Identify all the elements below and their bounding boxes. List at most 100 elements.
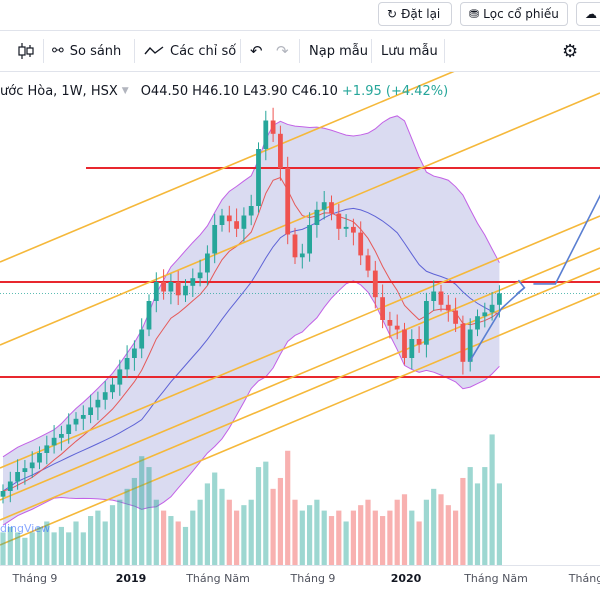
volume-bar xyxy=(182,526,189,565)
filter-icon: ⛃ xyxy=(469,7,480,21)
candle-body xyxy=(59,434,64,438)
open-value: O44.50 xyxy=(140,83,189,99)
stock-filter-button[interactable]: ⛃ Lọc cổ phiếu xyxy=(460,2,568,26)
volume-bar xyxy=(321,510,327,565)
chart-legend: ước Hòa, 1W, HSX ▼ O44.50 H46.10 L43.90 … xyxy=(0,80,452,102)
volume-bar xyxy=(350,510,356,565)
candle-body xyxy=(88,407,93,415)
x-tick-label: Tháng 9 xyxy=(12,572,58,585)
candle-body xyxy=(482,312,488,317)
candle-body xyxy=(394,325,400,330)
volume-bar xyxy=(168,516,174,565)
candle-body xyxy=(44,445,50,453)
projection-arrowhead-1 xyxy=(516,279,526,295)
candle-body xyxy=(197,272,203,279)
save-template-label: Lưu mẫu xyxy=(381,43,438,59)
chart-type-button[interactable] xyxy=(16,31,36,71)
volume-bar xyxy=(226,499,232,565)
volume-bar xyxy=(482,467,488,565)
volume-bar xyxy=(387,510,393,565)
volume-bar xyxy=(146,467,152,565)
volume-bar xyxy=(401,494,408,565)
time-axis[interactable]: Tháng 9 2019 Tháng Năm Tháng 9 2020 Tháng Năm… xyxy=(0,565,600,601)
candle-body xyxy=(351,226,356,233)
volume-bar xyxy=(285,450,291,565)
volume-bar xyxy=(314,499,320,565)
volume-bar xyxy=(416,521,422,565)
candle-body xyxy=(234,221,239,229)
redo-icon: ↷ xyxy=(276,42,289,60)
volume-bar xyxy=(212,472,218,565)
volume-bar xyxy=(66,532,72,565)
candle-body xyxy=(80,415,86,419)
candle-body xyxy=(270,120,276,134)
volume-bar xyxy=(7,526,13,565)
volume-bar xyxy=(460,477,466,565)
legend-dropdown-icon[interactable]: ▼ xyxy=(121,86,129,96)
save-template-button[interactable]: Lưu mẫu xyxy=(381,31,438,71)
volume-bar xyxy=(161,510,167,565)
candle-body xyxy=(445,304,451,311)
volume-bar xyxy=(263,461,269,565)
x-tick-label: Tháng xyxy=(568,572,600,585)
redo-button[interactable]: ↷ xyxy=(276,31,289,71)
settings-button[interactable]: ⚙ xyxy=(562,31,578,71)
candle-body xyxy=(51,437,57,446)
symbol-label[interactable]: ước Hòa, 1W, HSX xyxy=(0,83,118,99)
undo-button[interactable]: ↶ xyxy=(250,31,263,71)
candle-body xyxy=(431,291,437,301)
toolbar-divider xyxy=(444,39,445,63)
candle-body xyxy=(161,282,166,292)
candle-body xyxy=(263,120,269,149)
candle-body xyxy=(299,253,305,258)
reset-button[interactable]: ↻ Đặt lại xyxy=(378,2,452,26)
candle-body xyxy=(314,209,320,225)
volume-bar xyxy=(124,488,130,565)
candle-body xyxy=(241,215,247,229)
stock-filter-label: Lọc cổ phiếu xyxy=(483,7,559,21)
volume-bar xyxy=(95,510,101,565)
candle-body xyxy=(110,384,115,393)
candle-body xyxy=(212,225,218,254)
indicators-button[interactable]: Các chỉ số xyxy=(144,31,236,71)
undo-icon: ↶ xyxy=(250,42,263,60)
volume-bar xyxy=(299,510,305,565)
volume-bar xyxy=(358,505,364,565)
volume-bar xyxy=(409,510,415,565)
volume-bar xyxy=(431,488,437,565)
cloud-button[interactable]: ☁ xyxy=(576,2,600,26)
candle-body xyxy=(29,462,35,469)
volume-bar xyxy=(219,488,225,565)
toolbar-divider xyxy=(43,39,44,63)
volume-bar xyxy=(343,521,349,565)
volume-bar xyxy=(241,505,247,565)
projection-arrow-1 xyxy=(468,287,525,363)
candle-body xyxy=(190,278,196,286)
volume-bar xyxy=(292,499,298,565)
load-template-label: Nạp mẫu xyxy=(309,43,368,59)
low-value: L43.90 xyxy=(243,83,288,99)
bollinger-upper-line xyxy=(2,115,500,458)
volume-bar xyxy=(190,510,196,565)
volume-bar xyxy=(336,510,342,565)
candle-body xyxy=(102,392,108,400)
bollinger-band-fill xyxy=(3,115,500,526)
candle-body xyxy=(256,149,261,206)
volume-bar xyxy=(307,505,313,565)
volume-bar xyxy=(255,467,262,565)
candle-body xyxy=(372,270,378,298)
x-tick-label: Tháng 9 xyxy=(290,572,336,585)
volume-bar xyxy=(88,516,94,565)
candle-body xyxy=(416,339,422,345)
top-bar: ↻ Đặt lại ⛃ Lọc cổ phiếu ☁ xyxy=(0,0,600,31)
candlestick-icon xyxy=(18,43,34,59)
candle-body xyxy=(489,304,495,313)
candle-body xyxy=(424,301,429,345)
load-template-button[interactable]: Nạp mẫu xyxy=(309,31,368,71)
volume-bar xyxy=(365,499,371,565)
compare-button[interactable]: ⚯ So sánh xyxy=(52,31,121,71)
candle-body xyxy=(285,168,291,235)
volume-bar xyxy=(36,526,43,565)
candle-body xyxy=(175,282,181,296)
